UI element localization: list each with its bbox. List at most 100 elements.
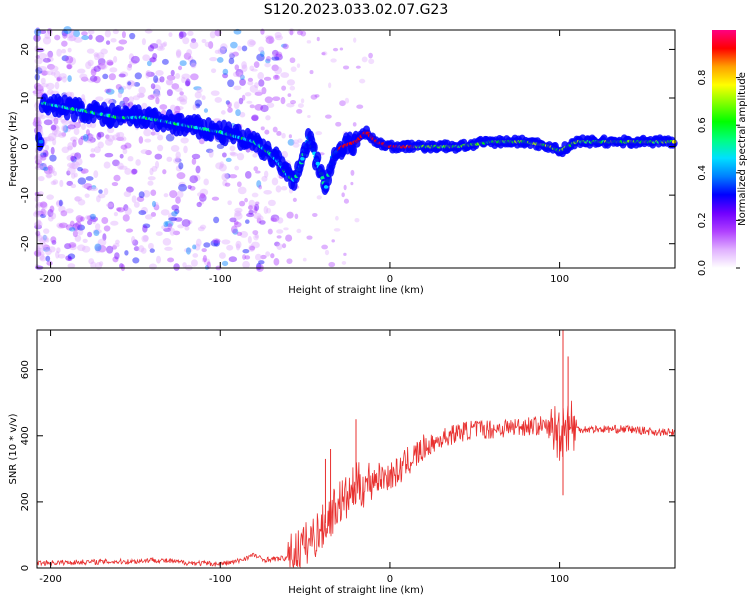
noise-blob [68,242,77,248]
y-tick-label: 10 [20,92,31,105]
noise-blob [160,42,167,48]
spectrogram-y-ticks: -20 -10 0 10 20 [20,43,675,252]
y-tick-label: -20 [20,236,31,252]
noise-blob [98,189,103,194]
noise-blob [85,129,90,137]
noise-blob [200,193,205,198]
noise-blob [309,70,314,75]
noise-blob [191,153,201,160]
noise-blob [296,228,302,234]
noise-blob [58,205,66,213]
noise-blob [342,65,350,70]
snr-x-label: Height of straight line (km) [288,585,424,596]
noise-blob [116,207,125,213]
noise-blob [182,37,190,45]
noise-blob [163,193,169,198]
noise-blob [228,174,238,179]
noise-blob [61,132,67,137]
noise-blob [77,227,84,236]
noise-blob [174,217,183,222]
noise-blob [85,176,94,181]
noise-blob [150,189,157,196]
noise-blob [48,246,56,253]
noise-blob [169,228,176,236]
noise-blob [190,259,198,267]
noise-blob [155,231,163,236]
noise-blob [352,122,357,127]
noise-blob [81,94,86,102]
noise-blob [276,235,282,239]
noise-blob [221,173,229,181]
noise-blob [236,181,242,188]
noise-blob [335,215,339,221]
noise-blob [40,213,46,218]
noise-blob [144,214,153,220]
noise-blob [194,91,202,99]
noise-blob [71,161,80,170]
noise-blob [246,212,255,218]
noise-blob [208,149,214,158]
noise-blob [54,34,61,41]
noise-blob [251,192,259,198]
noise-blob [145,70,150,79]
noise-blob [50,180,57,186]
noise-blob [328,261,336,268]
noise-blob [49,154,57,162]
noise-blob [241,45,248,52]
noise-blob [130,55,140,64]
noise-blob [258,46,265,53]
noise-blob [233,85,242,91]
noise-blob [254,91,263,96]
noise-blob [186,48,193,56]
ridge-core [38,139,44,144]
noise-blob [120,144,128,150]
noise-blob [249,65,255,71]
noise-blob [343,252,347,256]
noise-blob [176,190,184,199]
noise-blob [247,204,256,211]
noise-blob [232,228,239,235]
noise-blob [289,57,296,64]
noise-blob [150,93,160,99]
noise-blob [281,243,287,249]
y-tick-label: 0 [20,143,31,149]
noise-blob [149,248,155,253]
noise-blob [154,91,161,98]
noise-blob [296,30,304,36]
noise-blob [34,155,42,162]
noise-blob [39,163,47,171]
noise-blob [42,36,52,45]
noise-blob [130,168,137,175]
noise-blob [177,65,183,71]
noise-blob [43,119,53,126]
noise-blob [315,131,323,136]
noise-blob [36,242,44,250]
noise-blob [199,188,209,196]
snr-panel: -200 -100 0 100 0 200 400 600 Height of straig… [8,329,676,596]
noise-blob [261,87,267,95]
noise-blob [260,254,267,260]
noise-blob [264,35,274,40]
noise-blob [256,180,262,188]
noise-blob [73,172,78,178]
noise-blob [128,96,134,103]
noise-blob [193,86,202,91]
noise-blob [87,219,93,225]
noise-blob [229,53,235,59]
noise-blob [166,79,173,86]
noise-blob [48,168,55,175]
noise-blob [247,236,252,244]
noise-blob [353,37,357,43]
noise-blob [86,215,93,221]
noise-blob [159,43,164,50]
noise-blob [117,162,124,170]
noise-blob [306,40,312,44]
noise-blob [104,88,110,94]
noise-blob [112,256,119,263]
noise-blob [150,212,157,217]
noise-blob [174,87,183,92]
noise-blob [124,250,129,256]
noise-blob [46,194,54,200]
noise-blob [40,83,49,88]
